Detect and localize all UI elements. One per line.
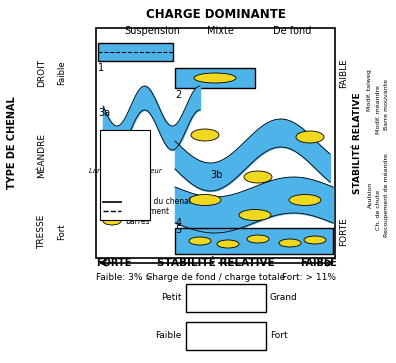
Text: Largeur : Profondeur
Gradient: Largeur : Profondeur Gradient: [89, 168, 162, 182]
Ellipse shape: [289, 195, 321, 205]
Ellipse shape: [244, 171, 272, 183]
Text: Fort: Fort: [57, 224, 67, 240]
Ellipse shape: [239, 209, 271, 220]
Text: 2: 2: [175, 90, 181, 100]
Text: Granulométrie
Charge: Granulométrie Charge: [196, 288, 257, 308]
Ellipse shape: [217, 240, 239, 248]
Text: Vitesse
Puissance: Vitesse Puissance: [205, 326, 247, 346]
Ellipse shape: [304, 236, 326, 244]
Text: Petit: Petit: [162, 294, 182, 302]
Text: 4: 4: [176, 218, 182, 228]
Text: 1: 1: [98, 63, 104, 73]
Bar: [186, 284, 266, 312]
Text: Ch. de chute: Ch. de chute: [375, 190, 381, 230]
Text: FAIBLE: FAIBLE: [339, 58, 348, 88]
Text: FORTE: FORTE: [96, 258, 131, 268]
Ellipse shape: [189, 195, 221, 205]
Text: Charge de fond / charge totale: Charge de fond / charge totale: [147, 273, 286, 282]
Text: DROIT: DROIT: [38, 59, 46, 87]
Text: De fond: De fond: [273, 26, 311, 36]
Text: 3b: 3b: [210, 170, 223, 180]
Text: Fort: Fort: [270, 331, 287, 340]
Text: Suspension: Suspension: [124, 26, 180, 36]
Text: Fort: > 11%: Fort: > 11%: [282, 273, 336, 282]
Ellipse shape: [189, 237, 211, 245]
Text: barres: barres: [125, 216, 150, 225]
Bar: [96, 28, 335, 258]
Text: Modif. talweg: Modif. talweg: [367, 69, 373, 111]
Text: Légende: Légende: [103, 192, 139, 201]
Text: MÉANDRE: MÉANDRE: [38, 132, 46, 178]
Text: Faible: 3% >: Faible: 3% >: [96, 273, 153, 282]
Text: CHARGE DOMINANTE: CHARGE DOMINANTE: [146, 8, 286, 21]
Text: FORTE: FORTE: [339, 218, 348, 246]
Text: Faible: Faible: [156, 331, 182, 340]
Ellipse shape: [194, 73, 236, 83]
Text: STABILITÉ RELATIVE: STABILITÉ RELATIVE: [157, 258, 275, 268]
Ellipse shape: [247, 235, 269, 243]
Text: Modif. méandre: Modif. méandre: [375, 86, 381, 134]
Text: berges du chenal: berges du chenal: [125, 197, 191, 207]
Text: Mixte: Mixte: [207, 26, 233, 36]
Bar: [175, 68, 255, 88]
Text: 3a: 3a: [98, 108, 110, 118]
Ellipse shape: [103, 217, 121, 225]
Bar: [186, 322, 266, 350]
Bar: [175, 228, 333, 254]
Text: Faible: Faible: [57, 61, 67, 85]
Bar: [100, 130, 150, 220]
Bar: [98, 43, 173, 61]
Ellipse shape: [296, 131, 324, 143]
Text: écoulement: écoulement: [125, 207, 170, 216]
Text: STABILITÉ RELATIVE: STABILITÉ RELATIVE: [352, 92, 362, 194]
Text: TYPE DE CHENAL: TYPE DE CHENAL: [7, 97, 17, 189]
Text: Barre mouvante: Barre mouvante: [383, 79, 388, 131]
Text: Grand: Grand: [270, 294, 298, 302]
Ellipse shape: [279, 239, 301, 247]
Text: Recoupement de méandre: Recoupement de méandre: [383, 153, 389, 237]
Text: Avulsion: Avulsion: [367, 182, 373, 208]
Text: 5: 5: [175, 225, 181, 235]
Text: TRESSE: TRESSE: [38, 215, 46, 249]
Ellipse shape: [191, 129, 219, 141]
Text: FAIBLE: FAIBLE: [300, 258, 337, 268]
